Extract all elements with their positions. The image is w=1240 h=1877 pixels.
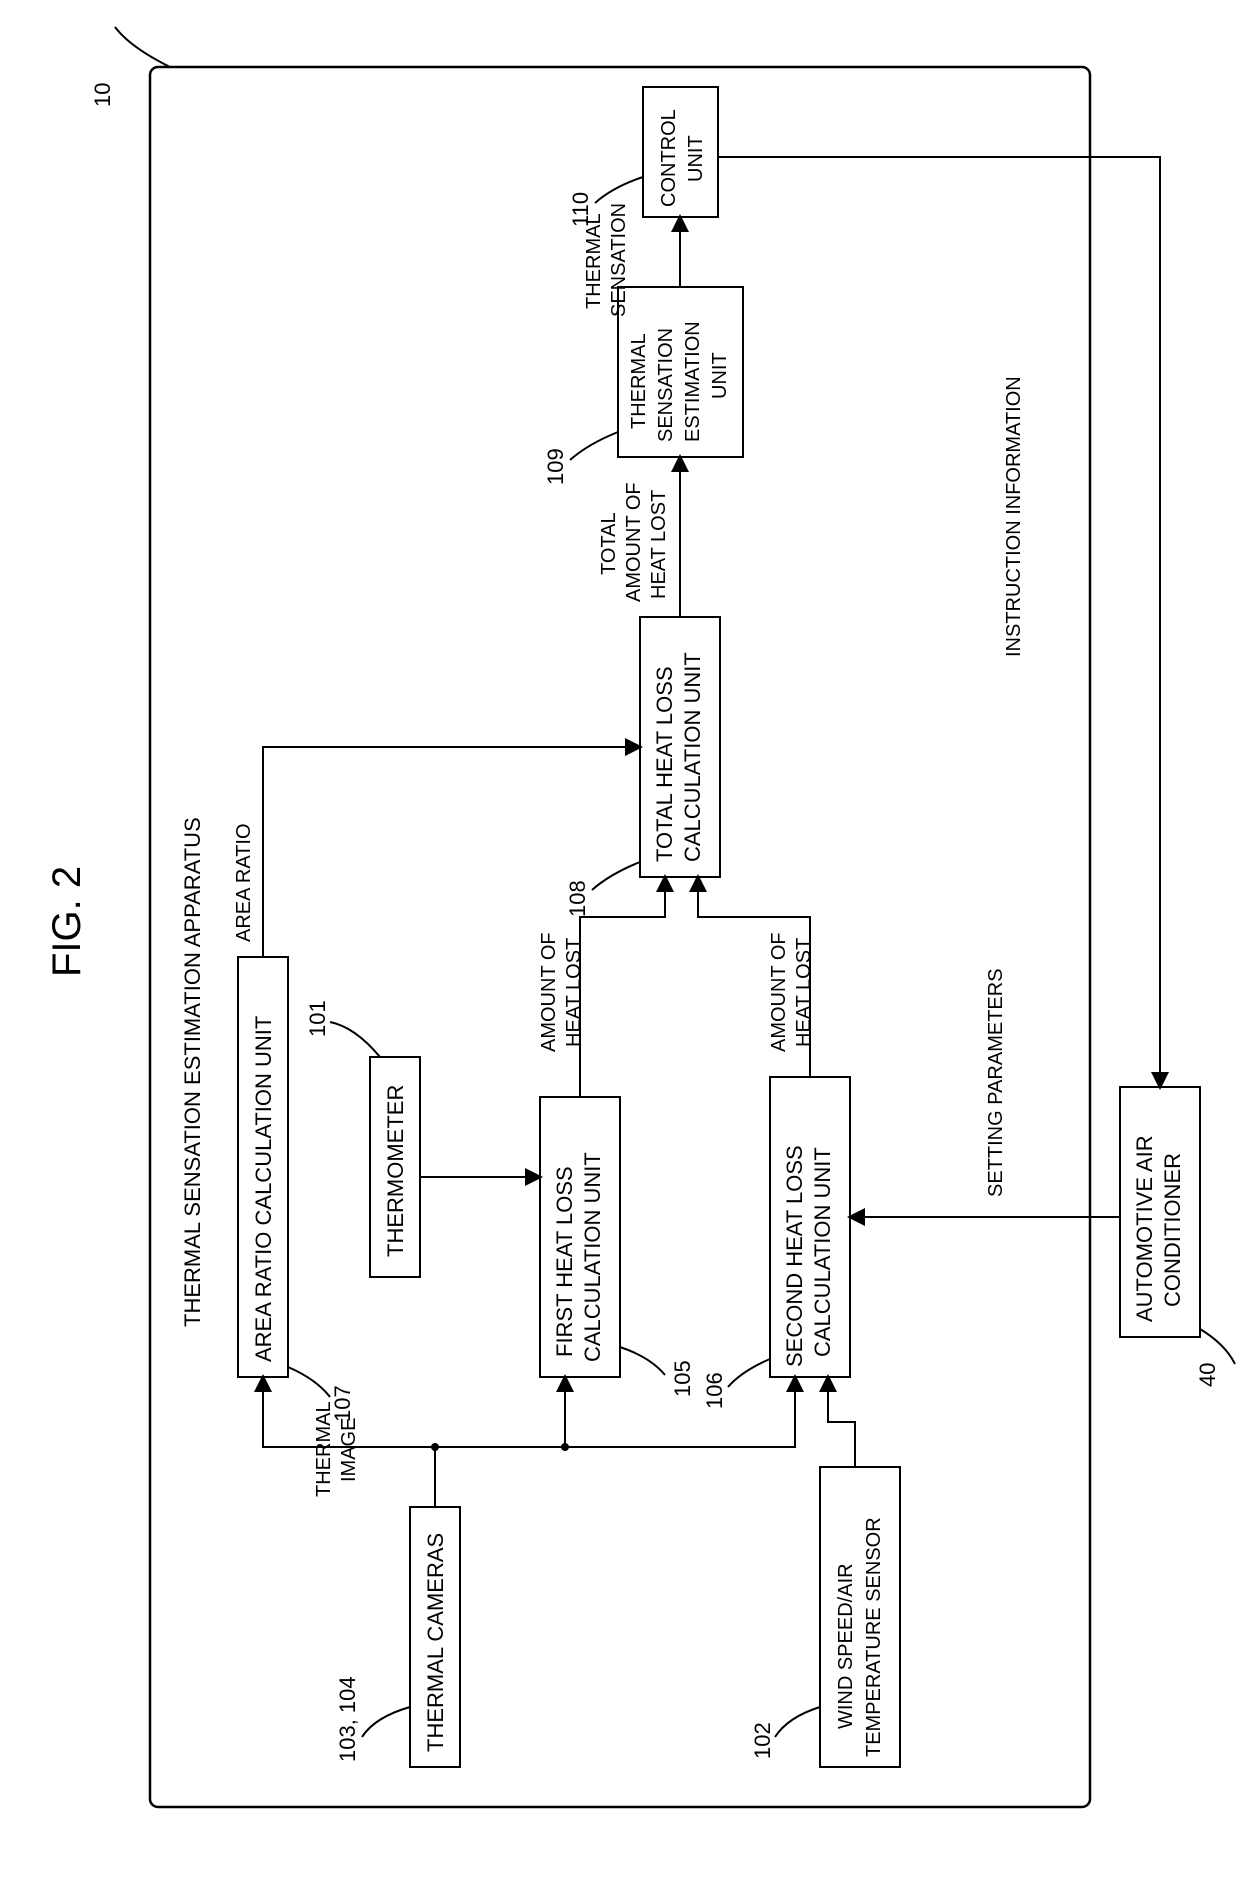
svg-text:CONDITIONER: CONDITIONER	[1160, 1153, 1185, 1307]
edge-area-total	[263, 747, 640, 957]
edge-label-total-0: TOTAL	[598, 512, 620, 575]
figure-label: FIG. 2	[45, 866, 89, 977]
svg-text:CONTROL: CONTROL	[658, 109, 680, 207]
svg-text:TOTAL HEAT LOSS: TOTAL HEAT LOSS	[652, 666, 677, 862]
edge-first-total	[580, 877, 665, 1097]
edge-label-instruction: INSTRUCTION INFORMATION	[1003, 376, 1025, 657]
edge-label-sensation-1: SENSATION	[608, 203, 630, 317]
edge-label-sensation-0: THERMAL	[583, 213, 605, 309]
id-leader-10	[115, 27, 170, 67]
svg-text:CALCULATION UNIT: CALCULATION UNIT	[810, 1147, 835, 1357]
svg-text:UNIT: UNIT	[709, 352, 731, 399]
svg-text:103, 104: 103, 104	[335, 1676, 360, 1762]
svg-text:40: 40	[1195, 1363, 1220, 1387]
svg-text:SECOND HEAT LOSS: SECOND HEAT LOSS	[782, 1145, 807, 1367]
svg-text:CALCULATION UNIT: CALCULATION UNIT	[680, 652, 705, 862]
apparatus-label: THERMAL SENSATION ESTIMATION APPARATUS	[180, 817, 205, 1327]
edge-label-total-1: AMOUNT OF	[623, 482, 645, 602]
svg-text:THERMOMETER: THERMOMETER	[383, 1085, 408, 1257]
edge-label-thermal-image-1: IMAGE	[338, 1418, 360, 1482]
block-air-conditioner: AUTOMOTIVE AIR CONDITIONER 40	[1120, 1087, 1235, 1387]
svg-text:106: 106	[702, 1372, 727, 1409]
svg-text:ESTIMATION: ESTIMATION	[682, 321, 704, 442]
svg-text:101: 101	[305, 1000, 330, 1037]
block-area-ratio: AREA RATIO CALCULATION UNIT 107	[238, 957, 355, 1422]
svg-text:THERMAL CAMERAS: THERMAL CAMERAS	[423, 1533, 448, 1752]
block-thermal-cameras: THERMAL CAMERAS 103, 104	[335, 1507, 460, 1767]
edge-label-area-ratio: AREA RATIO	[233, 823, 255, 942]
svg-text:109: 109	[543, 448, 568, 485]
svg-text:THERMAL: THERMAL	[628, 333, 650, 429]
svg-text:CALCULATION UNIT: CALCULATION UNIT	[580, 1152, 605, 1362]
edge-label-amount2-0: AMOUNT OF	[768, 932, 790, 1052]
svg-text:WIND SPEED/AIR: WIND SPEED/AIR	[835, 1563, 857, 1729]
edge-label-thermal-image-0: THERMAL	[313, 1401, 335, 1497]
edge-wind-second	[828, 1377, 855, 1467]
id-10: 10	[90, 83, 115, 107]
svg-text:AREA RATIO CALCULATION UNIT: AREA RATIO CALCULATION UNIT	[251, 1016, 276, 1362]
svg-text:UNIT: UNIT	[685, 135, 707, 182]
edge-label-setting: SETTING PARAMETERS	[985, 968, 1007, 1197]
diagram-canvas: FIG. 2 10 THERMAL SENSATION ESTIMATION A…	[0, 0, 1240, 1877]
block-thermometer: THERMOMETER 101	[305, 1000, 420, 1277]
svg-text:FIRST HEAT LOSS: FIRST HEAT LOSS	[552, 1166, 577, 1357]
svg-text:TEMPERATURE SENSOR: TEMPERATURE SENSOR	[863, 1517, 885, 1757]
edge-label-amount1-1: HEAT LOST	[563, 938, 585, 1047]
block-thermal-estimation: THERMAL SENSATION ESTIMATION UNIT 109	[543, 287, 743, 485]
block-wind-sensor: WIND SPEED/AIR TEMPERATURE SENSOR 102	[750, 1467, 900, 1767]
block-second-heat-loss: SECOND HEAT LOSS CALCULATION UNIT 106	[702, 1077, 850, 1409]
block-first-heat-loss: FIRST HEAT LOSS CALCULATION UNIT 105	[540, 1097, 695, 1397]
svg-text:SENSATION: SENSATION	[655, 328, 677, 442]
svg-text:108: 108	[565, 880, 590, 917]
edge-label-amount1-0: AMOUNT OF	[538, 932, 560, 1052]
block-total-heat-loss: TOTAL HEAT LOSS CALCULATION UNIT 108	[565, 617, 720, 917]
edge-label-total-2: HEAT LOST	[648, 490, 670, 599]
block-control-unit: CONTROL UNIT 110	[568, 87, 718, 227]
svg-text:105: 105	[670, 1360, 695, 1397]
svg-text:AUTOMOTIVE AIR: AUTOMOTIVE AIR	[1132, 1135, 1157, 1322]
edge-cameras-first	[435, 1377, 565, 1447]
edge-label-amount2-1: HEAT LOST	[793, 938, 815, 1047]
svg-text:102: 102	[750, 1722, 775, 1759]
